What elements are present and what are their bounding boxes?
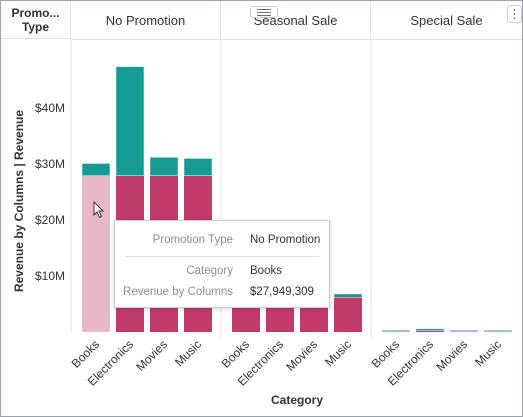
bar-segment[interactable] bbox=[81, 163, 111, 177]
tooltip-value: $27,949,309 bbox=[250, 286, 314, 298]
tooltip-row-revenue: Revenue by Columns $27,949,309 bbox=[115, 286, 329, 300]
bar-segment[interactable] bbox=[449, 330, 479, 332]
bar-segment[interactable] bbox=[183, 158, 213, 177]
tooltip-value: Books bbox=[250, 265, 282, 277]
bar-segment[interactable] bbox=[149, 157, 179, 177]
more-vertical-icon[interactable]: ⋮ bbox=[507, 5, 522, 23]
bar-segment[interactable] bbox=[334, 297, 362, 332]
bar-segment[interactable] bbox=[82, 175, 110, 332]
tooltip-row-promotion-type: Promotion Type No Promotion bbox=[115, 234, 329, 248]
tooltip-row-category: Category Books bbox=[115, 265, 329, 279]
y-tick-label: $30M bbox=[34, 157, 65, 171]
tooltip-key: Category bbox=[186, 265, 233, 277]
tooltip: Promotion Type No Promotion Category Boo… bbox=[114, 220, 330, 308]
column-header-special-sale[interactable]: Special Sale bbox=[371, 1, 522, 40]
x-tick-label: Movies bbox=[433, 337, 470, 374]
tooltip-value: No Promotion bbox=[250, 234, 321, 246]
bar-segment[interactable] bbox=[333, 293, 363, 298]
bar-segment[interactable] bbox=[115, 66, 145, 177]
bar-segment[interactable] bbox=[415, 328, 445, 331]
x-axis-title: Category bbox=[270, 393, 323, 407]
x-tick-label: Music bbox=[472, 337, 504, 369]
tooltip-key: Revenue by Columns bbox=[123, 286, 233, 298]
column-header-no-promotion[interactable]: No Promotion bbox=[71, 1, 221, 40]
x-tick-label: Movies bbox=[283, 337, 320, 374]
y-tick-label: $10M bbox=[34, 269, 65, 283]
y-tick-label: $20M bbox=[34, 213, 65, 227]
drag-handle-icon[interactable] bbox=[250, 6, 278, 18]
x-tick-label: Movies bbox=[133, 337, 170, 374]
row-header-promotion-type[interactable]: Promo... Type bbox=[1, 1, 71, 39]
y-tick-label: $40M bbox=[34, 101, 65, 115]
x-tick-label: Music bbox=[172, 337, 204, 369]
pointer-cursor-icon bbox=[93, 201, 105, 219]
bar-segment[interactable] bbox=[381, 330, 411, 332]
tooltip-key: Promotion Type bbox=[152, 234, 233, 246]
x-tick-label: Music bbox=[322, 337, 354, 369]
bar-segment[interactable] bbox=[483, 330, 513, 332]
tooltip-divider bbox=[125, 256, 319, 257]
bar-segment[interactable] bbox=[416, 330, 444, 332]
